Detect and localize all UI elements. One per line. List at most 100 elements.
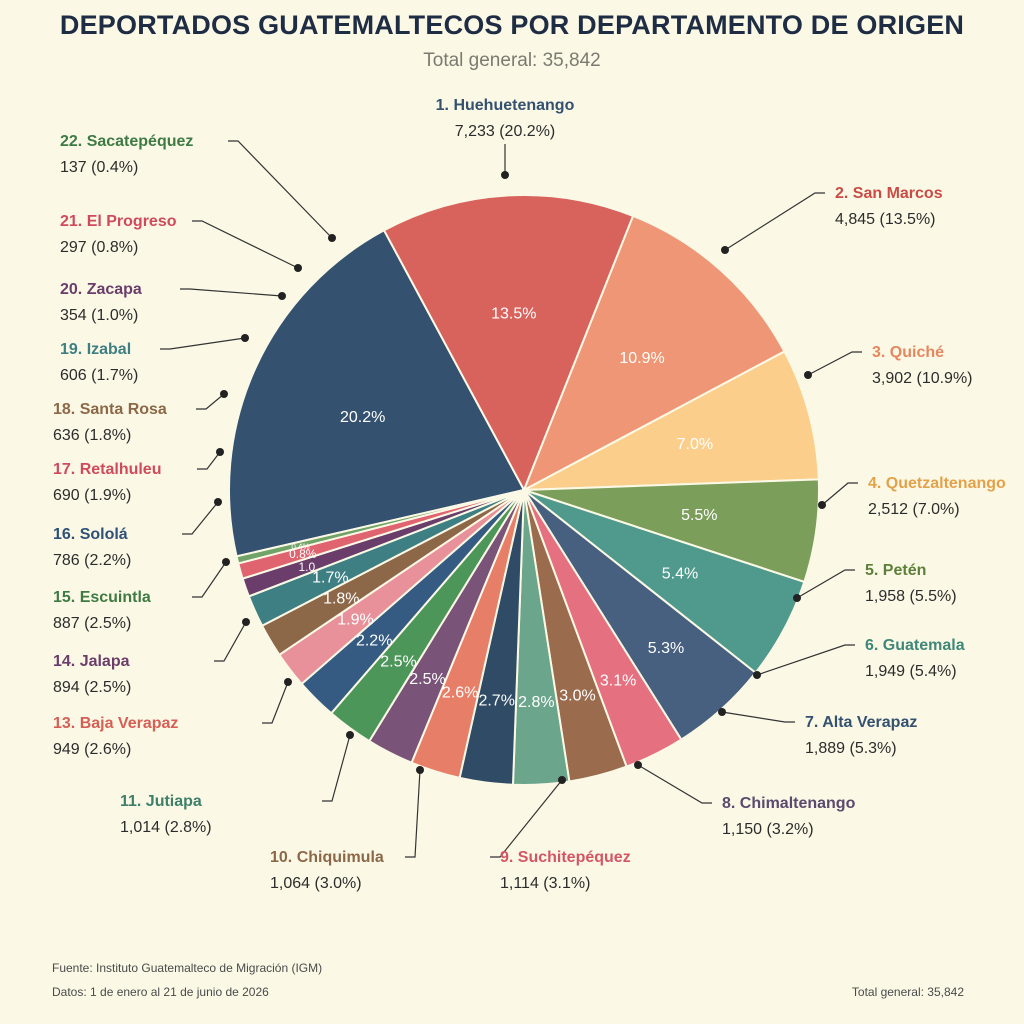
pie-slice [522,214,786,493]
slice-name-label: 7. Alta Verapaz [805,714,917,731]
leader-dot [294,264,302,272]
leader-dot [718,708,726,716]
pie-slice [382,194,635,493]
slice-percent-label: 1.0 [298,560,315,574]
slice-value-label: 636 (1.8%) [53,427,131,444]
pie-slice [235,489,525,565]
slice-name-label: 8. Chimaltenango [722,795,856,812]
leader-line [490,779,563,858]
slice-value-label: 1,949 (5.4%) [865,663,957,680]
slice-name-label: 11. Jutiapa [120,793,202,810]
slice-value-label: 4,845 (13.5%) [835,211,936,228]
leader-dot [721,246,729,254]
slice-percent-label: 2.5% [409,671,445,688]
slice-name-label: 4. Quetzaltenango [868,475,1006,492]
leader-dot [634,761,642,769]
leader-dot [416,766,424,774]
slice-percent-label: 0.8% [289,547,317,561]
slice-value-label: 690 (1.9%) [53,487,131,504]
slice-value-label: 1,958 (5.5%) [865,588,957,605]
slice-name-label: 14. Jalapa [53,653,130,670]
leader-line [796,569,855,599]
slice-percent-label: 1.8% [323,590,359,607]
leader-dot [753,671,761,679]
leader-dot [328,234,336,242]
slice-percent-label: 1.7% [312,569,348,586]
slice-value-label: 1,114 (3.1%) [500,875,590,892]
slice-percent-label: 2.2% [356,633,392,650]
slice-value-label: 137 (0.4%) [60,159,138,176]
leader-line [182,501,219,535]
leader-dot [214,498,222,506]
slice-name-label: 10. Chiquimula [270,849,384,866]
leader-line [192,220,299,269]
leader-line [724,192,825,251]
slice-name-label: 18. Santa Rosa [53,401,167,418]
slice-name-label: 22. Sacatepéquez [60,133,193,150]
slice-value-label: 3,902 (10.9%) [872,370,973,387]
percent-labels: 20.2% 13.5% 10.9% 7.0% 5.5% 5.4% 5.3% 3.1% 3.0% 2… [289,305,717,711]
total-footer: Total general: 35,842 [851,985,964,999]
pie-slices [228,194,820,786]
slice-name-label: 16. Sololá [53,526,128,543]
slice-value-label: 1,150 (3.2%) [722,821,814,838]
leader-line [180,288,283,297]
leader-line [160,337,246,350]
leader-line [197,451,221,470]
leader-line [721,711,795,723]
leader-dot [278,292,286,300]
slice-name-label: 1. Huehuetenango [436,97,575,114]
slice-value-label: 949 (2.6%) [53,741,131,758]
slice-name-label: 19. Izabal [60,341,131,358]
slice-value-label: 7,233 (20.2%) [455,123,556,140]
slice-percent-label: 5.5% [681,507,717,524]
leader-line [637,764,712,804]
slice-percent-label: 2.6% [442,685,478,702]
slice-value-label: 1,889 (5.3%) [805,740,897,757]
leader-dot [216,448,224,456]
leader-dot [793,594,801,602]
chart-title: DEPORTADOS GUATEMALTECOS POR DEPARTAMENT… [59,10,965,40]
slice-value-label: 2,512 (7.0%) [868,501,960,518]
leader-dot [501,171,509,179]
slice-percent-label: 2.8% [518,694,554,711]
pie-slice [228,228,526,558]
slice-value-label: 606 (1.7%) [60,367,138,384]
slice-percent-label: 20.2% [340,409,385,426]
slice-labels: 1. Huehuetenango 7,233 (20.2%) 2. San Marc… [53,97,1006,892]
slice-name-label: 6. Guatemala [865,637,965,654]
leader-line [821,482,858,506]
slice-percent-label: 5.3% [648,640,684,657]
slice-name-label: 5. Petén [865,562,926,579]
slice-value-label: 354 (1.0%) [60,307,138,324]
slice-percent-label: 0.4% [291,543,309,552]
leader-dot [242,618,250,626]
leader-dot [220,390,228,398]
slice-value-label: 1,014 (2.8%) [120,819,212,836]
slice-value-label: 1,064 (3.0%) [270,875,362,892]
leader-line [405,769,421,858]
slice-percent-label: 3.1% [600,672,636,689]
slice-name-label: 3. Quiché [872,344,944,361]
leader-dot [818,501,826,509]
slice-name-label: 21. El Progreso [60,213,177,230]
slice-percent-label: 1.9% [337,611,373,628]
leader-lines [160,140,862,858]
leader-dot [222,558,230,566]
slice-percent-label: 3.0% [559,688,595,705]
date-note: Datos: 1 de enero al 21 de junio de 2026 [52,985,269,999]
leader-line [807,351,862,376]
slice-percent-label: 2.7% [478,693,514,710]
pie-slice [523,350,820,491]
slice-name-label: 2. San Marcos [835,185,943,202]
leader-dot [558,776,566,784]
slice-name-label: 9. Suchitepéquez [500,849,631,866]
leader-line [196,393,225,410]
slice-value-label: 297 (0.8%) [60,239,138,256]
leader-dot [804,371,812,379]
leader-line [756,644,855,676]
leader-line [214,621,247,662]
slice-value-label: 894 (2.5%) [53,679,131,696]
leader-dot [241,334,249,342]
